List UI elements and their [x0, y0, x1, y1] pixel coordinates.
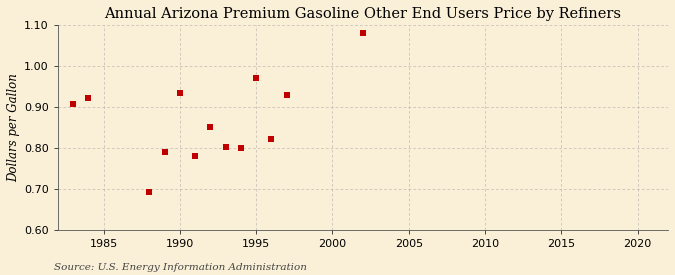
Point: [68, 102, 78, 107]
Point: [159, 149, 170, 154]
Y-axis label: Dollars per Gallon: Dollars per Gallon: [7, 73, 20, 182]
Point: [266, 137, 277, 141]
Point: [220, 144, 231, 149]
Point: [83, 96, 94, 100]
Point: [281, 92, 292, 97]
Point: [205, 125, 216, 129]
Point: [358, 31, 369, 35]
Point: [236, 146, 246, 150]
Point: [251, 76, 262, 80]
Point: [144, 190, 155, 195]
Text: Source: U.S. Energy Information Administration: Source: U.S. Energy Information Administ…: [54, 263, 307, 272]
Point: [175, 91, 186, 95]
Point: [190, 154, 200, 158]
Title: Annual Arizona Premium Gasoline Other End Users Price by Refiners: Annual Arizona Premium Gasoline Other En…: [105, 7, 622, 21]
